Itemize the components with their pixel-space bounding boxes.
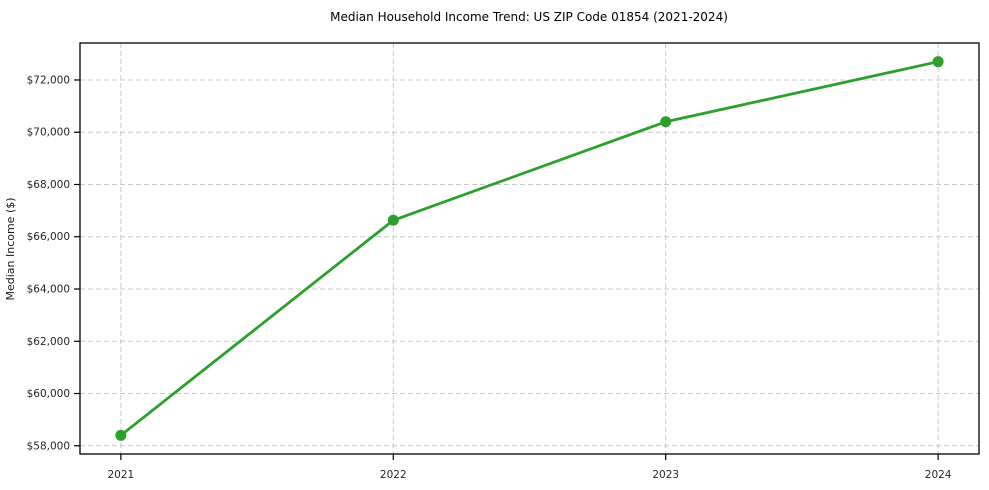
data-point-marker xyxy=(387,214,399,226)
axis-tick-labels: $58,000 $60,000 $62,000 $64,000 $66,000 $68,0… xyxy=(27,74,952,481)
data-point-marker xyxy=(115,429,127,441)
gridlines xyxy=(80,43,979,454)
y-tick-label: $68,000 xyxy=(27,179,70,191)
y-tick-label: $62,000 xyxy=(27,336,70,348)
x-tick-label: 2021 xyxy=(107,469,134,481)
y-tick-label: $72,000 xyxy=(27,74,70,86)
y-tick-label: $58,000 xyxy=(27,440,70,452)
data-series xyxy=(115,56,944,441)
data-point-marker xyxy=(932,56,944,68)
y-axis-label: Median Income ($) xyxy=(4,197,17,300)
data-point-marker xyxy=(660,116,672,128)
y-tick-label: $66,000 xyxy=(27,231,70,243)
y-tick-label: $60,000 xyxy=(27,388,70,400)
axes-frame xyxy=(79,42,980,455)
y-tick-label: $64,000 xyxy=(27,283,70,295)
axis-ticks xyxy=(74,79,939,460)
income-trend-line xyxy=(119,60,940,437)
chart-title: Median Household Income Trend: US ZIP Co… xyxy=(330,10,728,24)
x-tick-label: 2024 xyxy=(925,469,952,481)
y-tick-label: $70,000 xyxy=(27,127,70,139)
x-tick-label: 2022 xyxy=(380,469,407,481)
x-tick-label: 2023 xyxy=(652,469,679,481)
